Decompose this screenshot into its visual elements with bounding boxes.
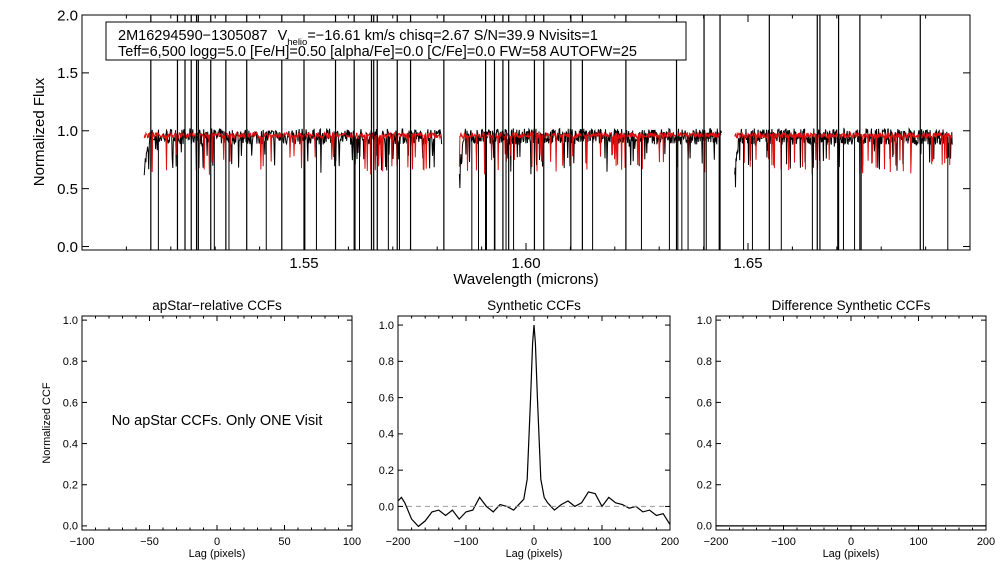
synthetic-ccf-title: Synthetic CCFs [487, 298, 581, 313]
apstar-ccf-note: No apStar CCFs. Only ONE Visit [112, 413, 323, 429]
synthetic-ccf-data [397, 325, 671, 528]
x-tick-label: 1.60 [511, 255, 540, 272]
y-tick-label: 2.0 [57, 7, 78, 24]
header-v-subscript: helio [287, 37, 307, 48]
synthetic-ccf-xlabel: Lag (pixels) [506, 548, 563, 560]
y-tick-label: 0.2 [697, 480, 712, 492]
x-tick-label: −200 [704, 536, 729, 548]
apstar-ccf-axes: −100 −50 0 50 100 0.0 0.2 0.4 0.6 0.8 1.0 [63, 315, 361, 548]
y-tick-label: 0.2 [379, 465, 394, 477]
x-tick-label: 100 [909, 536, 927, 548]
y-tick-label: 0.6 [379, 392, 394, 404]
y-tick-label: 0.0 [57, 239, 78, 256]
difference-ccf-xlabel: Lag (pixels) [823, 548, 880, 560]
x-tick-label: 100 [593, 536, 611, 548]
x-tick-label: 0 [214, 536, 220, 548]
apstar-ccf-ylabel: Normalized CCF [41, 382, 53, 464]
synthetic-ccf-line [397, 325, 671, 528]
y-tick-label: 0.8 [379, 356, 394, 368]
y-tick-label: 0.0 [63, 521, 78, 533]
x-tick-label: 200 [661, 536, 679, 548]
header-star-id: 2M16294590−1305087 [118, 28, 268, 44]
y-tick-label: 0.4 [379, 429, 394, 441]
synthetic-ccf-panel: Synthetic CCFs −200 −100 0 100 200 0.0 0.2 0.4 0… [379, 298, 679, 560]
y-tick-label: 1.0 [57, 123, 78, 140]
y-tick-label: 1.5 [57, 65, 78, 82]
difference-ccf-title: Difference Synthetic CCFs [772, 298, 931, 313]
x-tick-label: −200 [386, 536, 411, 548]
y-tick-label: 0.6 [697, 397, 712, 409]
x-tick-label: 1.65 [733, 255, 762, 272]
difference-ccf-axes: −200 −100 0 100 200 0.0 0.2 0.4 0.6 0.8 1.0 [697, 315, 995, 548]
y-tick-label: 0.4 [697, 438, 712, 450]
y-tick-label: 0.8 [63, 356, 78, 368]
spectrum-axes: 1.55 1.60 1.65 0.0 0.5 1.0 1.5 2.0 [57, 7, 971, 272]
model-spectrum-line [143, 130, 442, 175]
y-tick-label: 0.2 [63, 480, 78, 492]
x-tick-label: 200 [977, 536, 995, 548]
y-tick-label: 1.0 [379, 320, 394, 332]
spectrum-ylabel: Normalized Flux [31, 77, 48, 186]
header-line-2: Teff=6,500 logg=5.0 [Fe/H]=0.50 [alpha/F… [118, 44, 637, 60]
synthetic-ccf-plot-frame [397, 315, 671, 531]
difference-ccf-panel: Difference Synthetic CCFs −200 −100 0 100 20… [697, 298, 995, 560]
apstar-ccf-panel: apStar−relative CCFs −100 −50 0 50 100 0.0 0.2… [41, 298, 361, 560]
x-tick-label: 0 [848, 536, 854, 548]
x-tick-label: −100 [70, 536, 95, 548]
y-tick-label: 0.0 [379, 501, 394, 513]
x-tick-label: 0 [531, 536, 537, 548]
header-box-frame [105, 21, 687, 61]
y-tick-label: 0.0 [697, 521, 712, 533]
header-line-1-values: =−16.61 km/s chisq=2.67 S/N=39.9 Nvisits… [307, 28, 598, 44]
difference-ccf-plot-frame [715, 315, 987, 531]
x-tick-label: −100 [454, 536, 479, 548]
header-v-symbol: V [278, 28, 288, 44]
synthetic-ccf-axes: −200 −100 0 100 200 0.0 0.2 0.4 0.6 0.8 1.0 [379, 316, 679, 548]
y-tick-label: 0.4 [63, 438, 78, 450]
y-tick-label: 0.8 [697, 356, 712, 368]
spectrum-header-box: 2M16294590−1305087 Vhelio=−16.61 km/s chi… [105, 21, 687, 61]
header-line-1: 2M16294590−1305087 Vhelio=−16.61 km/s chi… [118, 28, 598, 48]
y-tick-label: 1.0 [63, 315, 78, 327]
y-tick-label: 0.5 [57, 181, 78, 198]
y-tick-label: 0.6 [63, 397, 78, 409]
x-tick-label: 50 [278, 536, 290, 548]
y-tick-label: 1.0 [697, 315, 712, 327]
model-spectrum-line [734, 130, 953, 175]
spectrum-panel: 1.55 1.60 1.65 0.0 0.5 1.0 1.5 2.0 Wavelength (… [31, 7, 971, 288]
apstar-ccf-xlabel: Lag (pixels) [189, 548, 246, 560]
x-tick-label: −50 [140, 536, 159, 548]
spectrum-xlabel: Wavelength (microns) [453, 271, 598, 288]
apstar-ccf-title: apStar−relative CCFs [152, 298, 282, 313]
x-tick-label: 100 [343, 536, 361, 548]
x-tick-label: −100 [771, 536, 796, 548]
x-tick-label: 1.55 [289, 255, 318, 272]
